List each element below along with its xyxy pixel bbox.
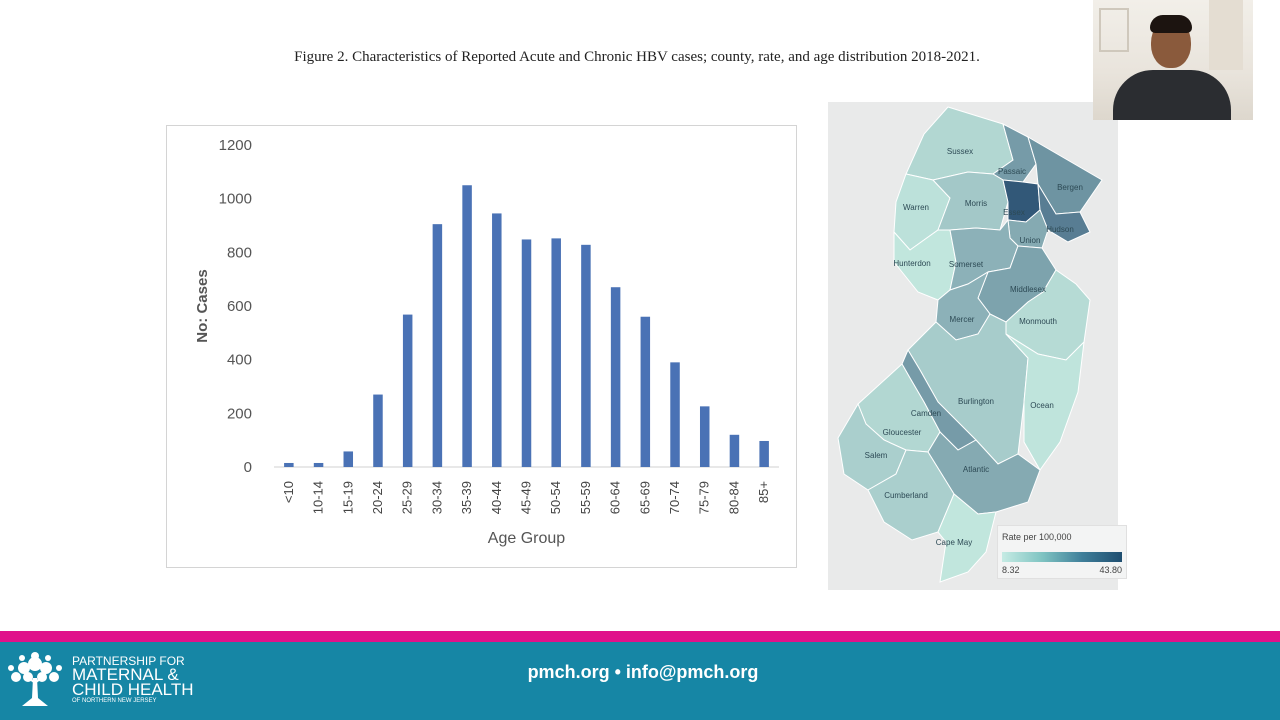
bar <box>521 239 532 467</box>
county-label: Monmouth <box>1019 317 1057 326</box>
age-distribution-chart: 0 200 400 600 800 1000 1200 <10 10-14 15-19 20-24 2… <box>194 137 779 547</box>
y-axis-title: No: Cases <box>194 269 211 342</box>
x-tick-label: 30-34 <box>429 481 444 514</box>
county-label: Hunterdon <box>893 259 930 268</box>
contact-info: pmch.org • info@pmch.org <box>527 662 759 682</box>
county-label: Camden <box>911 409 941 418</box>
x-tick-label: 25-29 <box>400 481 415 514</box>
x-tick-label: 60-64 <box>608 481 623 514</box>
x-tick-label: 15-19 <box>340 481 355 514</box>
map-legend: Rate per 100,000 8.32 43.80 <box>997 525 1127 579</box>
y-tick-label: 0 <box>244 459 252 476</box>
wall-frame <box>1099 8 1129 52</box>
tree-logo-icon <box>8 652 62 706</box>
bar <box>373 394 383 467</box>
county-shape <box>905 106 1014 181</box>
county-shape <box>937 493 997 583</box>
bar <box>759 440 769 467</box>
county-shape <box>1005 333 1085 471</box>
x-tick-label: 85+ <box>756 481 771 503</box>
bar <box>581 244 591 467</box>
bar <box>699 406 710 467</box>
county-label: Cumberland <box>884 491 928 500</box>
county-label: Gloucester <box>883 428 922 437</box>
county-label: Middlesex <box>1010 285 1046 294</box>
legend-title: Rate per 100,000 <box>1002 532 1072 542</box>
presenter-body <box>1113 70 1231 120</box>
bar <box>640 316 651 467</box>
bar <box>343 451 354 467</box>
y-tick-label: 600 <box>227 298 252 315</box>
bar <box>284 462 294 467</box>
x-tick-label: 75-79 <box>697 481 712 514</box>
presenter-webcam <box>1093 0 1253 120</box>
bar <box>492 213 502 467</box>
legend-gradient <box>1002 552 1122 562</box>
county-label: Cape May <box>936 538 972 547</box>
logo-line-4: OF NORTHERN NEW JERSEY <box>72 698 157 704</box>
logo-line-1: PARTNERSHIP FOR <box>72 654 185 668</box>
bar <box>551 238 561 467</box>
bar <box>670 362 680 467</box>
bar-chart-panel: 0 200 400 600 800 1000 1200 <10 10-14 15-19 20-24 2… <box>166 125 797 568</box>
county-label: Warren <box>903 203 929 212</box>
bar <box>462 185 472 467</box>
county-label: Burlington <box>958 397 994 406</box>
y-tick-label: 200 <box>227 405 252 422</box>
county-label: Sussex <box>947 147 973 156</box>
y-tick-label: 400 <box>227 352 252 369</box>
county-label: Ocean <box>1030 401 1054 410</box>
bar <box>402 314 413 467</box>
legend-max: 43.80 <box>1099 565 1122 575</box>
nj-county-map: Sussex Passaic Bergen Warren Morris Essex Huds… <box>837 106 1103 583</box>
county-label: Morris <box>965 199 987 208</box>
logo-line-3: CHILD HEALTH <box>72 680 194 699</box>
footer-accent-stripe <box>0 631 1280 642</box>
x-tick-label: 55-59 <box>578 481 593 514</box>
x-tick-label: 80-84 <box>726 481 741 514</box>
county-label: Hudson <box>1046 225 1074 234</box>
county-rate-map-panel: Sussex Passaic Bergen Warren Morris Essex Huds… <box>828 102 1118 590</box>
county-label: Somerset <box>949 260 984 269</box>
x-axis-title: Age Group <box>488 530 565 547</box>
x-tick-label: <10 <box>281 481 296 503</box>
legend-min: 8.32 <box>1002 565 1020 575</box>
y-tick-label: 800 <box>227 244 252 261</box>
x-tick-label: 70-74 <box>667 481 682 514</box>
bar <box>729 434 740 467</box>
x-tick-label: 35-39 <box>459 481 474 514</box>
figure-caption: Figure 2. Characteristics of Reported Ac… <box>294 49 980 65</box>
county-label: Atlantic <box>963 465 989 474</box>
bar <box>610 287 621 467</box>
x-tick-label: 50-54 <box>548 481 563 514</box>
background-door <box>1209 0 1243 70</box>
presenter-hair <box>1150 15 1192 33</box>
x-tick-label: 40-44 <box>489 481 504 514</box>
bar <box>313 462 324 467</box>
logo-line-2: MATERNAL & <box>72 665 179 684</box>
x-tick-label: 45-49 <box>519 481 534 514</box>
y-tick-label: 1000 <box>219 191 252 208</box>
x-tick-label: 20-24 <box>370 481 385 514</box>
x-tick-label: 65-69 <box>637 481 652 514</box>
county-label: Union <box>1020 236 1041 245</box>
county-label: Bergen <box>1057 183 1083 192</box>
county-label: Essex <box>1003 208 1025 217</box>
y-tick-label: 1200 <box>219 137 252 154</box>
org-logo-text: PARTNERSHIP FOR MATERNAL & CHILD HEALTH … <box>72 655 194 706</box>
county-label: Passaic <box>998 167 1026 176</box>
bar <box>432 224 443 467</box>
x-tick-label: 10-14 <box>311 481 326 514</box>
county-label: Mercer <box>950 315 975 324</box>
footer-bar: PARTNERSHIP FOR MATERNAL & CHILD HEALTH … <box>0 642 1280 720</box>
county-label: Salem <box>865 451 888 460</box>
